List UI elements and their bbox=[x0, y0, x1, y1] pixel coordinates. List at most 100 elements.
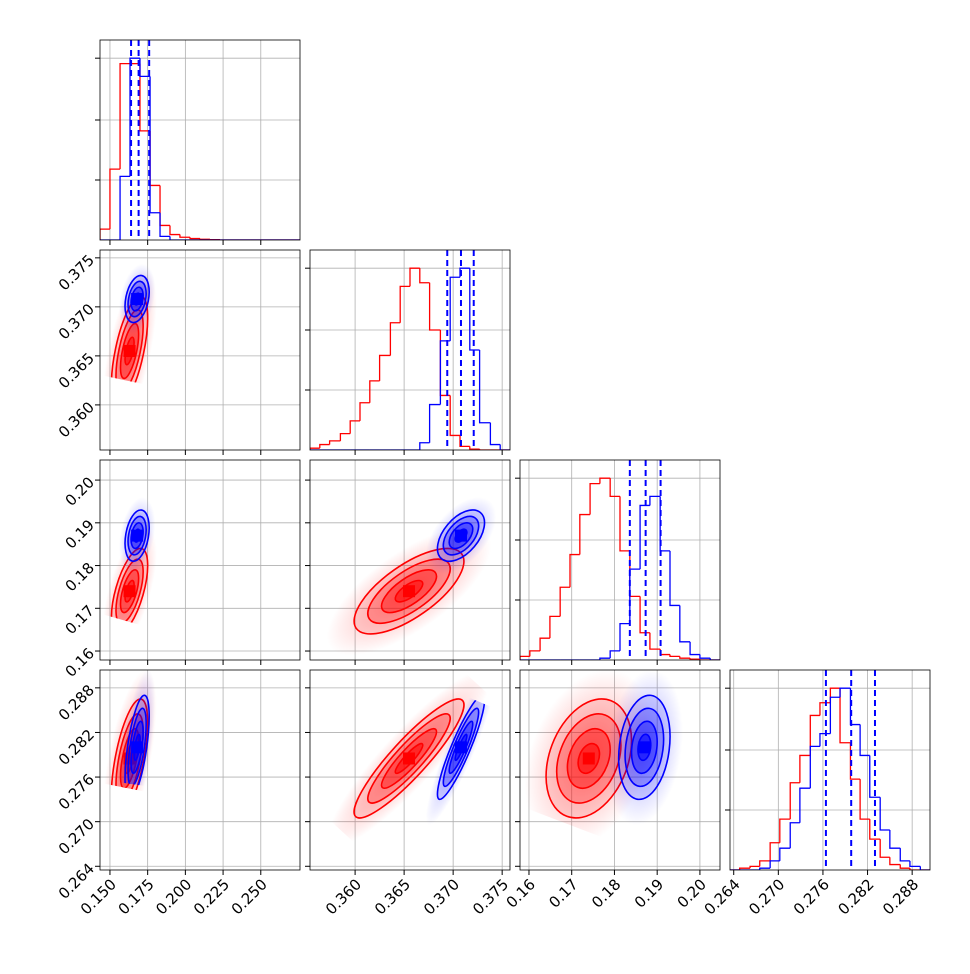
histogram-step bbox=[400, 286, 410, 322]
histogram-step bbox=[680, 656, 690, 658]
x-tick-label: 0.18 bbox=[588, 875, 624, 911]
histogram-step bbox=[480, 350, 491, 423]
histogram-step bbox=[790, 823, 800, 848]
histogram-step bbox=[670, 551, 680, 606]
density-peak bbox=[131, 530, 143, 542]
histogram-step bbox=[660, 649, 670, 654]
histogram-step bbox=[160, 213, 170, 237]
x-tick-label: 0.175 bbox=[115, 875, 158, 918]
y-tick-label: 0.375 bbox=[55, 251, 98, 294]
histogram-step bbox=[560, 587, 570, 616]
x-tick-label: 0.365 bbox=[371, 875, 414, 918]
histogram-step bbox=[320, 445, 330, 449]
histogram-step bbox=[620, 624, 630, 651]
x-tick-label: 0.250 bbox=[228, 875, 271, 918]
histogram-step bbox=[890, 857, 900, 864]
x-tick-label: 0.360 bbox=[322, 875, 365, 918]
histogram-step bbox=[430, 283, 441, 330]
histogram-step bbox=[420, 443, 430, 450]
x-tick-label: 0.370 bbox=[420, 875, 463, 918]
histogram-step bbox=[840, 688, 850, 743]
histogram-step bbox=[450, 277, 460, 341]
histogram-step bbox=[780, 819, 790, 843]
y-tick-label: 0.288 bbox=[55, 681, 98, 724]
histogram-step bbox=[880, 797, 890, 830]
histogram-step bbox=[860, 725, 870, 756]
histogram-step bbox=[550, 616, 560, 638]
histogram-step bbox=[390, 323, 400, 356]
histogram-step bbox=[440, 330, 450, 395]
x-tick-label: 0.16 bbox=[503, 875, 539, 911]
histogram-step bbox=[610, 478, 620, 496]
histogram-step bbox=[830, 697, 840, 733]
y-tick-label: 0.270 bbox=[55, 815, 98, 858]
histogram-step bbox=[170, 225, 180, 234]
x-tick-label: 0.19 bbox=[631, 875, 667, 911]
x-tick-label: 0.225 bbox=[190, 875, 233, 918]
histogram-step bbox=[900, 848, 910, 861]
histogram-step bbox=[680, 605, 690, 641]
panel bbox=[305, 460, 511, 679]
histogram-step bbox=[650, 633, 660, 649]
histogram-step bbox=[750, 866, 760, 868]
histogram-step bbox=[430, 405, 441, 443]
histogram-step bbox=[370, 381, 380, 403]
histogram-step bbox=[630, 551, 640, 596]
histogram-step bbox=[660, 496, 670, 551]
histogram-step bbox=[860, 779, 870, 819]
y-tick-label: 0.20 bbox=[62, 473, 98, 509]
y-tick-label: 0.17 bbox=[62, 602, 98, 638]
histogram-step bbox=[190, 237, 200, 238]
histogram-step bbox=[790, 783, 800, 819]
histogram-step bbox=[830, 688, 840, 703]
x-tick-label: 0.282 bbox=[834, 875, 877, 918]
histogram-step bbox=[700, 655, 710, 659]
histogram-step bbox=[540, 638, 550, 651]
histogram-step bbox=[490, 423, 500, 445]
density-peak bbox=[638, 741, 650, 753]
y-tick-label: 0.18 bbox=[62, 559, 98, 595]
histogram-step bbox=[690, 658, 700, 659]
panel bbox=[305, 250, 510, 455]
density-peak bbox=[455, 530, 467, 542]
x-tick-label: 0.288 bbox=[879, 875, 922, 918]
histogram-step bbox=[620, 496, 630, 551]
histogram-step bbox=[530, 651, 540, 656]
histogram-step bbox=[120, 176, 130, 240]
density-peak bbox=[124, 585, 136, 597]
x-tick-label: 0.200 bbox=[152, 875, 195, 918]
histogram-step bbox=[120, 64, 130, 169]
histogram-step bbox=[810, 746, 820, 788]
histogram-step bbox=[200, 239, 210, 240]
histogram-step bbox=[330, 441, 341, 445]
histogram-step bbox=[780, 848, 790, 861]
x-tick-label: 0.276 bbox=[790, 875, 833, 918]
y-tick-label: 0.19 bbox=[62, 516, 98, 552]
y-tick-label: 0.282 bbox=[55, 726, 98, 769]
histogram-step bbox=[760, 861, 770, 866]
y-tick-label: 0.16 bbox=[62, 644, 98, 680]
histogram-step bbox=[600, 478, 610, 483]
histogram-step bbox=[840, 688, 850, 697]
panel: 0.16 0.17 0.18 0.19 0.20 bbox=[62, 460, 300, 681]
y-tick-label: 0.370 bbox=[55, 300, 98, 343]
histogram-step bbox=[160, 185, 170, 225]
density-peak bbox=[131, 293, 143, 305]
histogram-step bbox=[100, 229, 110, 240]
histogram-step bbox=[810, 715, 820, 755]
histogram-step bbox=[470, 446, 480, 449]
histogram-step bbox=[690, 642, 700, 655]
density-peak bbox=[455, 741, 467, 753]
histogram-step bbox=[110, 169, 120, 229]
density-peak bbox=[583, 752, 595, 764]
x-tick-label: 0.17 bbox=[545, 875, 581, 911]
panel bbox=[95, 40, 300, 245]
histogram-step bbox=[500, 445, 510, 450]
histogram-step bbox=[150, 131, 160, 186]
density-peak bbox=[124, 345, 136, 357]
histogram-step bbox=[420, 268, 430, 283]
